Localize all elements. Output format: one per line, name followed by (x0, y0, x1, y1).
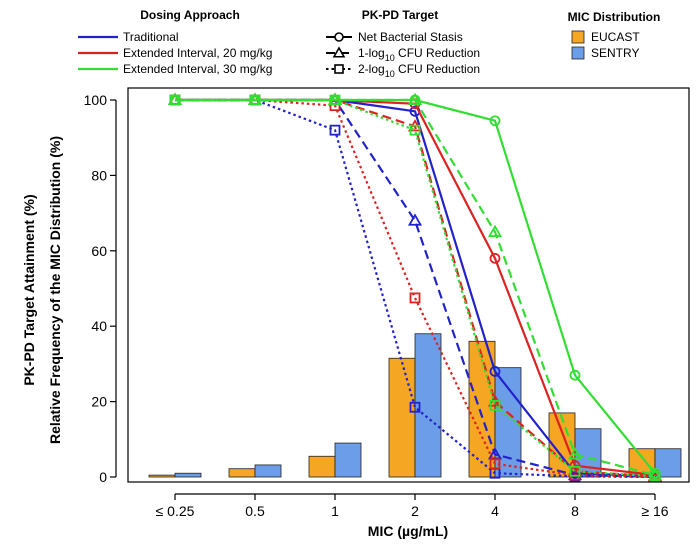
legend-target-marker-log2 (334, 64, 344, 74)
y-axis-label-secondary: Relative Frequency of the MIC Distributi… (47, 136, 63, 444)
marker-ext30-log1 (647, 467, 663, 481)
marker-ext30-log1 (407, 92, 423, 106)
legend-mic-swatch-eucast (571, 30, 585, 44)
x-tick-label: 2 (411, 503, 419, 519)
bar-eucast (228, 468, 256, 478)
marker-ext30-stasis (489, 115, 501, 127)
legend-target-title: PK-PD Target (362, 8, 438, 22)
marker-ext20-log2 (409, 292, 421, 304)
legend: Dosing Approach Traditional Extended Inter… (78, 8, 660, 79)
x-tick-label: 0.5 (245, 503, 265, 519)
x-tick-label: 4 (491, 503, 499, 519)
bar-sentry (174, 472, 202, 478)
x-tick-label: 8 (571, 503, 579, 519)
bar-sentry (334, 442, 362, 478)
legend-target-label-main: 1-log (358, 46, 385, 60)
y-tick-label: 100 (84, 92, 108, 108)
legend-mic-swatch-sentry (571, 46, 585, 60)
line-ext30-log1 (175, 98, 656, 477)
marker-ext30-stasis (569, 369, 581, 381)
marker-traditional-log1 (407, 213, 423, 226)
axes-layer: 0 20 40 60 80 100 ≤ 0.25 0.5 1 2 4 8 ≥ 16 (84, 87, 690, 519)
marker-ext20-stasis (489, 252, 501, 264)
marker-ext30-log1 (487, 224, 503, 237)
legend-dosing-label-ext20: Extended Interval, 20 mg/kg (123, 46, 272, 60)
legend-target-label-main: 2-log (358, 62, 385, 76)
y-tick-label: 40 (91, 318, 107, 334)
marker-ext30-log2 (249, 94, 261, 106)
bar-eucast (388, 357, 416, 478)
legend-target-marker-log1 (332, 46, 346, 58)
legend-target-label-stasis: Net Bacterial Stasis (358, 30, 463, 44)
plot-frame (127, 87, 690, 483)
legend-target-label-log2: 2-log10 CFU Reduction (358, 62, 480, 79)
bar-eucast (308, 455, 336, 478)
legend-target-label-log1: 1-log10 CFU Reduction (358, 46, 480, 63)
marker-ext30-log2 (409, 124, 421, 136)
marker-ext30-log2 (569, 465, 581, 477)
x-tick-label: ≤ 0.25 (156, 503, 195, 519)
y-tick-label: 20 (91, 394, 107, 410)
legend-target-label-tail: CFU Reduction (395, 62, 480, 76)
marker-ext30-log1 (567, 447, 583, 460)
y-tick-label: 60 (91, 243, 107, 259)
marker-traditional-stasis (489, 366, 501, 377)
marker-traditional-log2 (409, 401, 421, 413)
marker-ext30-log2 (169, 94, 181, 106)
y-tick-label: 0 (99, 469, 107, 485)
legend-target-label-sub: 10 (385, 69, 395, 79)
legend-target-label-tail: CFU Reduction (395, 46, 480, 60)
legend-mic-label-eucast: EUCAST (591, 30, 640, 44)
marker-traditional-log2 (329, 124, 341, 136)
y-axis-label-primary: PK-PD Target Attainment (%) (21, 194, 37, 385)
legend-target-label-sub: 10 (385, 53, 395, 63)
legend-dosing-label-traditional: Traditional (123, 30, 179, 44)
marker-ext20-log2 (489, 458, 501, 470)
legend-target-label-main: Net Bacterial Stasis (358, 30, 463, 44)
marker-ext30-log2 (329, 94, 341, 106)
legend-mic-title: MIC Distribution (568, 10, 661, 24)
legend-dosing-title: Dosing Approach (140, 8, 240, 22)
x-tick-label: 1 (331, 503, 339, 519)
bar-sentry (254, 464, 282, 478)
legend-target-marker-stasis (334, 32, 344, 42)
x-tick-label: ≥ 16 (641, 503, 668, 519)
marker-ext30-log2 (649, 470, 661, 482)
x-axis-label: MIC (µg/mL) (368, 523, 448, 539)
lines-layer (167, 92, 663, 483)
y-tick-label: 80 (91, 167, 107, 183)
legend-dosing-label-ext30: Extended Interval, 30 mg/kg (123, 62, 272, 76)
marker-ext30-log2 (489, 399, 501, 411)
bar-eucast (148, 474, 176, 478)
legend-mic-label-sentry: SENTRY (591, 46, 639, 60)
